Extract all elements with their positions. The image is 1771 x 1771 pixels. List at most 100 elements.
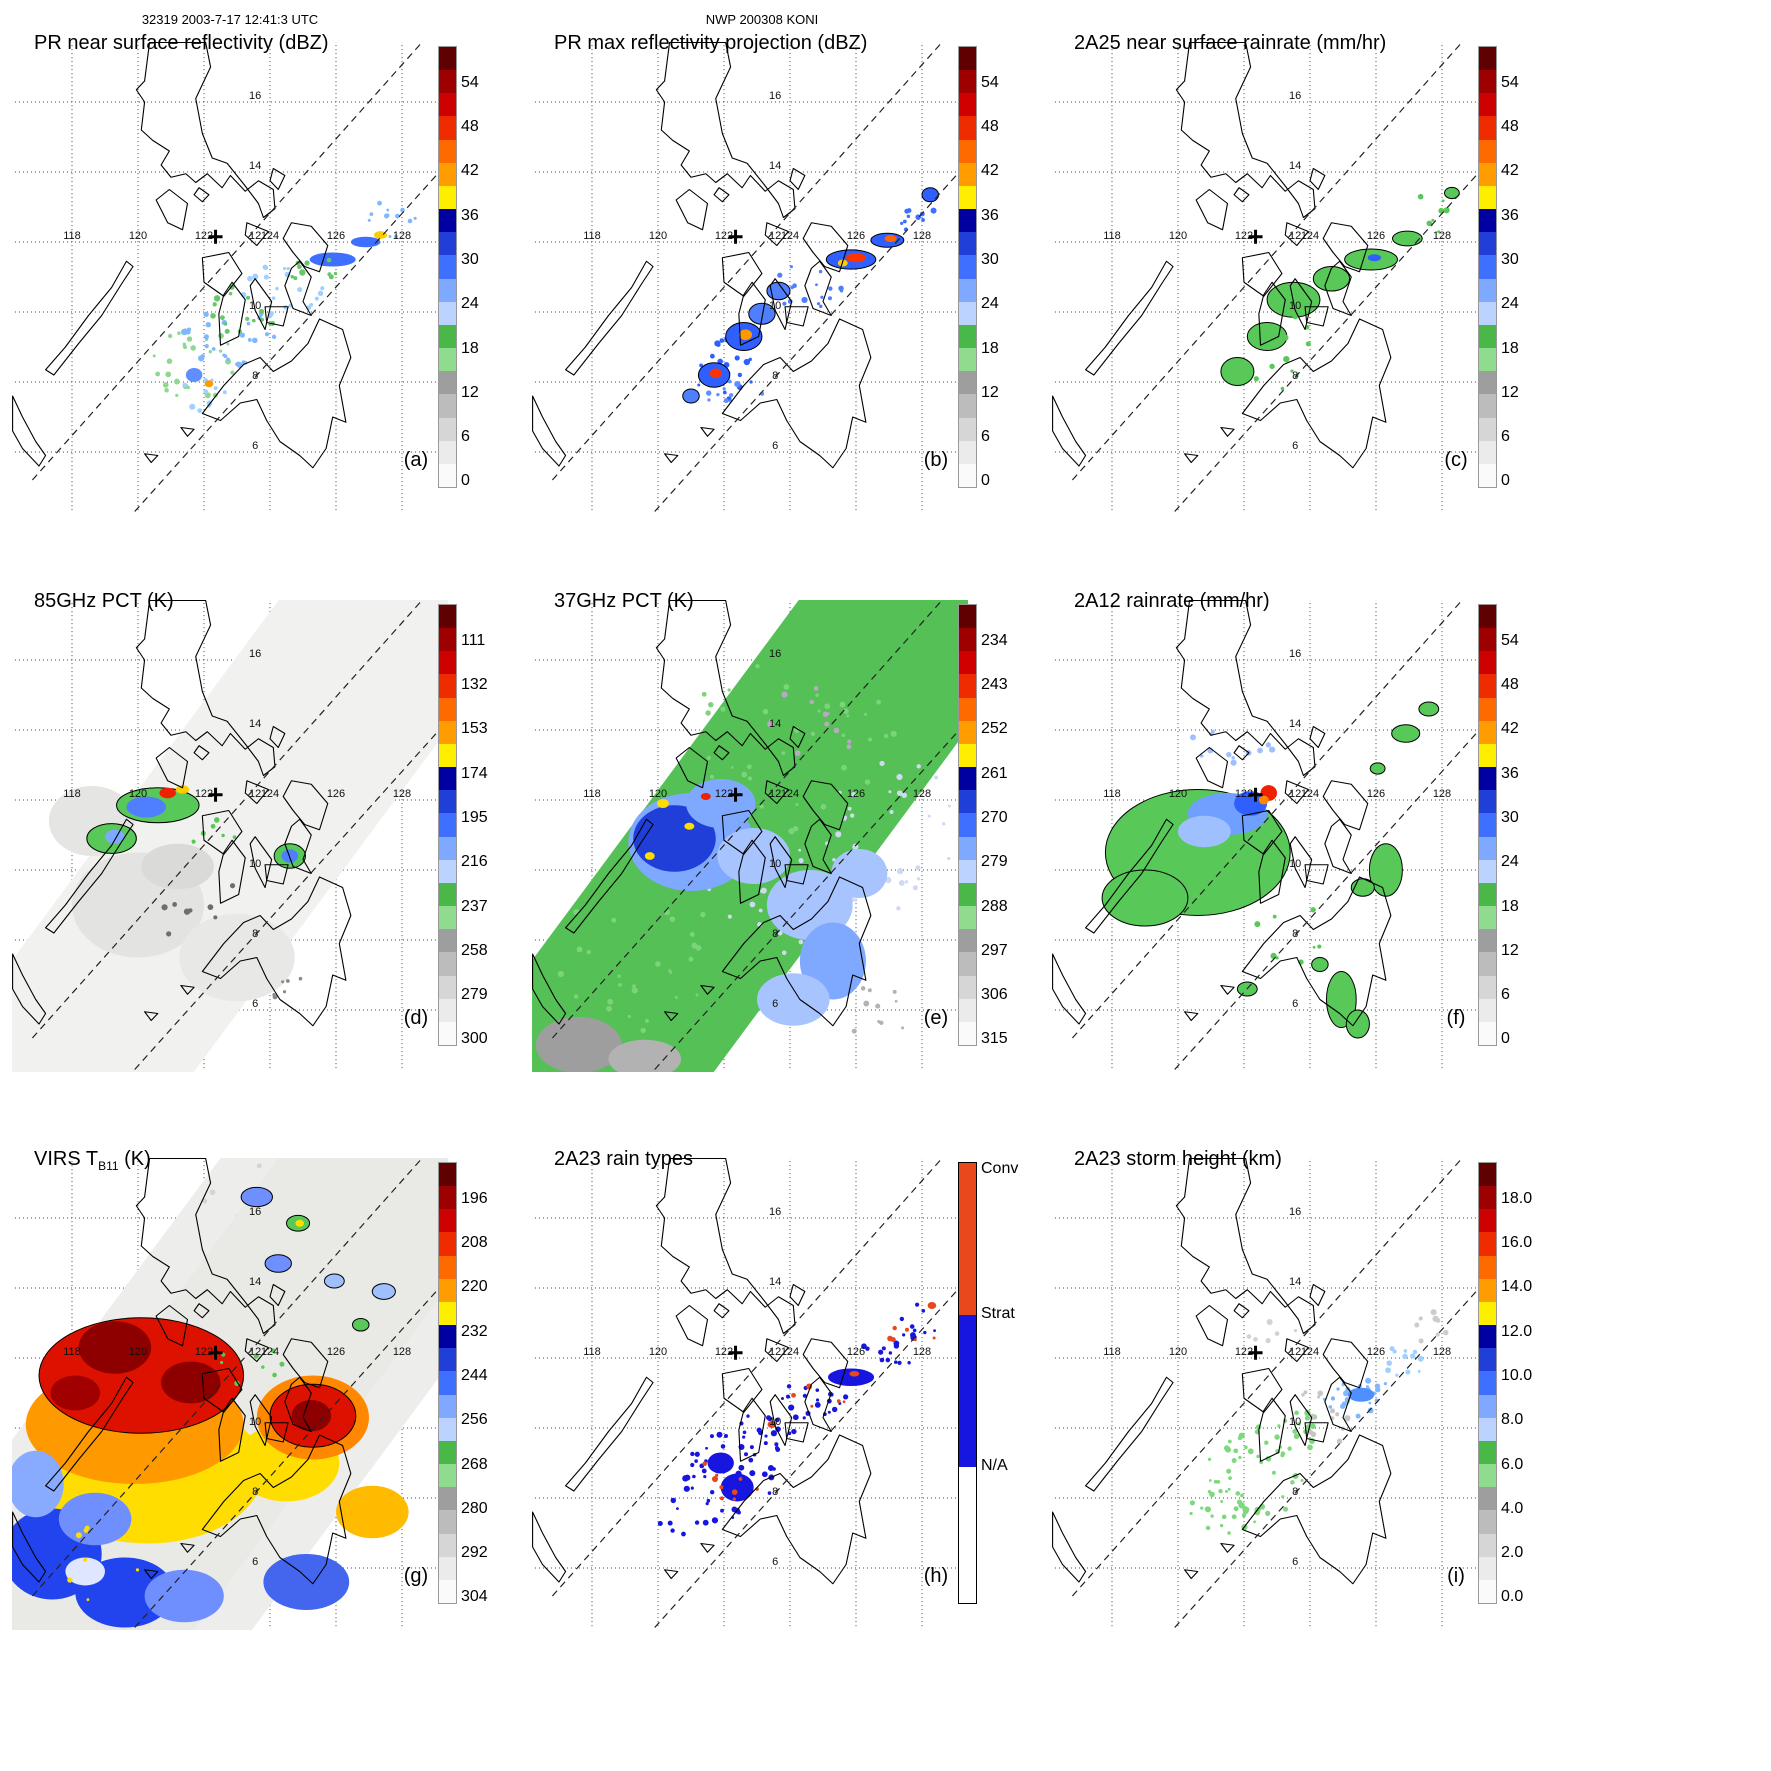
colorbar-segment [439,859,456,883]
colorbar-tick: 42 [461,162,479,180]
svg-text:10: 10 [249,300,261,312]
swath-edge-lines [1071,1158,1488,1628]
graticule-labels: 118 120 122 124 126 128 16 14 12 10 8 6 [63,90,411,452]
colorbar-segment [439,929,456,953]
colorbar-segment [439,1510,456,1534]
svg-text:6: 6 [1292,1556,1298,1568]
colorbar-segment [1479,929,1496,953]
colorbar-tick: 48 [981,118,999,136]
map-canvas: 118 120 122 124 126 128 16 14 12 10 8 6 (i) [1052,1158,1488,1629]
colorbar-segment [439,116,456,140]
colorbar-segment [1479,1440,1496,1465]
svg-text:14: 14 [1289,1276,1301,1288]
graticule [1052,600,1488,1071]
colorbar-segment [959,463,976,487]
colorbar-tick: 270 [981,809,1008,827]
colorbar-tick: 297 [981,941,1008,959]
colorbar [1478,46,1497,488]
colorbar-segment [1479,324,1496,349]
svg-text:12: 12 [769,1346,781,1358]
colorbar-segment [959,70,976,94]
svg-text:10: 10 [769,1416,781,1428]
storm-center-marker [208,1345,223,1360]
svg-text:8: 8 [252,928,258,940]
svg-text:6: 6 [252,1556,258,1568]
svg-text:10: 10 [249,858,261,870]
svg-text:12: 12 [249,788,261,800]
colorbar-segment [959,882,976,907]
colorbar-category-label: N/A [981,1456,1008,1474]
map-2a23-storm-height: 118 120 122 124 126 128 16 14 12 10 8 6 (i) [1052,1158,1488,1629]
svg-text:16: 16 [249,1206,261,1218]
colorbar-tick: 300 [461,1030,488,1048]
colorbar-tick: 36 [981,206,999,224]
colorbar-segment [959,1021,976,1045]
colorbar-segment [1479,836,1496,860]
colorbar-tick: 220 [461,1278,488,1296]
colorbar-segment [959,394,976,418]
graticule [12,42,448,513]
colorbar-tick: 304 [461,1588,488,1606]
colorbar-tick: 6 [1501,986,1510,1004]
colorbar-category-label: Strat [981,1304,1015,1322]
colorbar [438,46,457,488]
colorbar-segment [959,93,976,117]
panel-title: 2A12 rainrate (mm/hr) [1074,590,1270,612]
swath-edge-lines [551,42,968,512]
svg-text:122: 122 [195,1346,213,1358]
storm-id-annotation: NWP 200308 KONI [705,12,819,27]
colorbar-tick: 6 [981,428,990,446]
svg-text:128: 128 [1433,788,1451,800]
colorbar-tick-labels: 54 48 42 36 30 24 18 12 6 0 [461,46,525,498]
coastlines [1052,600,1392,1027]
svg-text:8: 8 [1292,1486,1298,1498]
svg-text:124: 124 [1301,788,1319,800]
svg-text:124: 124 [1301,1346,1319,1358]
colorbar-tick: 30 [1501,251,1519,269]
storm-center-marker [728,1345,743,1360]
colorbar-segment [1479,301,1496,325]
colorbar-tick: 54 [1501,631,1519,649]
colorbar-segment [439,1255,456,1279]
colorbar-segment [1479,1348,1496,1372]
colorbar-tick: 36 [1501,764,1519,782]
colorbar [958,604,977,1046]
colorbar-tick-labels: 111 132 153 174 195 216 237 258 279 300 [461,604,525,1056]
colorbar-segment [959,998,976,1022]
colorbar-tick: 279 [981,853,1008,871]
svg-text:122: 122 [195,230,213,242]
colorbar-segment [1479,371,1496,395]
svg-text:122: 122 [1235,1346,1253,1358]
colorbar-segment [439,209,456,233]
storm-center-marker [208,229,223,244]
colorbar-segment [1479,628,1496,652]
svg-text:120: 120 [649,1346,667,1358]
colorbar-tick: 6 [461,428,470,446]
colorbar-segment [1479,952,1496,976]
colorbar-segment [1479,209,1496,233]
colorbar-segment [959,743,976,768]
svg-text:126: 126 [847,788,865,800]
map-canvas: 118 120 122 124 126 128 16 14 12 10 8 6 (b) [532,42,968,513]
colorbar-segment [1479,1394,1496,1418]
colorbar-segment [439,1232,456,1256]
data-field [1220,186,1460,391]
colorbar-segment [1479,859,1496,883]
panel-letter: (h) [924,1565,948,1587]
svg-text:12: 12 [769,230,781,242]
colorbar-segment [1479,463,1496,487]
svg-text:122: 122 [1235,788,1253,800]
colorbar-segment [439,1209,456,1233]
svg-text:16: 16 [769,648,781,660]
svg-text:128: 128 [1433,230,1451,242]
svg-text:122: 122 [715,1346,733,1358]
svg-text:120: 120 [1169,1346,1187,1358]
colorbar-segment [959,859,976,883]
colorbar-segment [1479,255,1496,279]
colorbar-segment [439,743,456,768]
colorbar-tick: 48 [1501,676,1519,694]
svg-text:8: 8 [1292,370,1298,382]
colorbar-segment [959,348,976,372]
colorbar-segment [439,1417,456,1441]
svg-text:126: 126 [1367,1346,1385,1358]
